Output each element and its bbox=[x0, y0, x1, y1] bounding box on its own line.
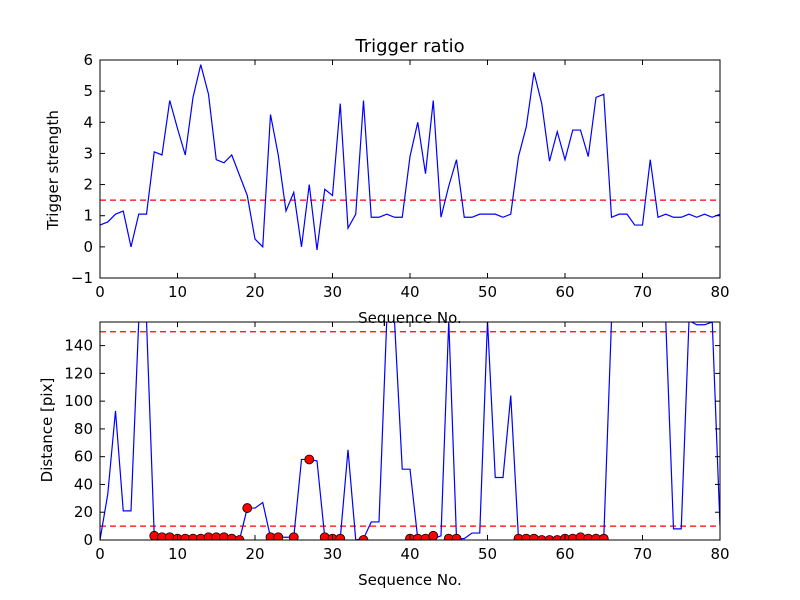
bottom-marker-point bbox=[304, 454, 315, 465]
bottom-y-tick-label: 40 bbox=[74, 475, 93, 493]
bottom-marker-point bbox=[288, 532, 299, 540]
bottom-x-tick-label: 30 bbox=[323, 545, 342, 563]
chart-title: Trigger ratio bbox=[354, 36, 464, 57]
bottom-y-tick-label: 20 bbox=[74, 503, 93, 521]
bottom-x-tick-label: 60 bbox=[555, 545, 574, 563]
top-y-tick-label: 2 bbox=[83, 176, 93, 194]
bottom-marker-point bbox=[273, 532, 284, 540]
bottom-marker-point bbox=[598, 533, 609, 540]
top-y-tick-label: 6 bbox=[83, 51, 93, 69]
top-y-tick-label: 5 bbox=[83, 82, 93, 100]
bottom-marker-point bbox=[544, 535, 555, 540]
top-y-tick-label: 1 bbox=[83, 207, 93, 225]
top-x-tick-label: 30 bbox=[323, 283, 342, 301]
bottom-y-tick-label: 80 bbox=[74, 420, 93, 438]
bottom-x-tick-label: 40 bbox=[400, 545, 419, 563]
top-y-tick-label: 4 bbox=[83, 113, 93, 131]
top-plot-area bbox=[100, 64, 720, 251]
bottom-y-tick-label: 100 bbox=[64, 392, 93, 410]
bottom-marker-point bbox=[234, 535, 245, 540]
top-y-tick-label: 0 bbox=[83, 238, 93, 256]
bottom-x-tick-label: 10 bbox=[168, 545, 187, 563]
bottom-marker-point bbox=[242, 503, 253, 513]
bottom-y-axis-label: Distance [pix] bbox=[38, 378, 56, 483]
trigger-ratio-chart: Trigger ratio Sequence No. Trigger stren… bbox=[44, 36, 730, 327]
bottom-x-tick-label: 50 bbox=[478, 545, 497, 563]
top-y-axis-label: Trigger strength bbox=[44, 110, 62, 231]
top-x-tick-label: 50 bbox=[478, 283, 497, 301]
top-series-line-0 bbox=[100, 64, 720, 251]
top-x-tick-label: 70 bbox=[633, 283, 652, 301]
bottom-marker-point bbox=[358, 535, 369, 540]
bottom-marker-point bbox=[335, 533, 346, 540]
bottom-y-tick-label: 120 bbox=[64, 364, 93, 382]
bottom-x-tick-label: 70 bbox=[633, 545, 652, 563]
bottom-marker-point bbox=[428, 530, 439, 540]
bottom-x-axis-label: Sequence No. bbox=[358, 571, 462, 589]
bottom-y-tick-label: 0 bbox=[83, 531, 93, 549]
top-y-tick-label: −1 bbox=[71, 269, 93, 287]
bottom-marker-point bbox=[552, 535, 563, 540]
bottom-y-tick-label: 140 bbox=[64, 337, 93, 355]
top-x-tick-label: 0 bbox=[95, 283, 105, 301]
distance-chart: Sequence No. Distance [pix] 0 10 20 30 40 50 6… bbox=[38, 321, 730, 589]
bottom-x-tick-label: 80 bbox=[710, 545, 729, 563]
bottom-x-tick-label: 0 bbox=[95, 545, 105, 563]
top-x-tick-label: 40 bbox=[400, 283, 419, 301]
top-x-tick-label: 20 bbox=[245, 283, 264, 301]
top-y-tick-label: 3 bbox=[83, 144, 93, 162]
top-x-tick-label: 10 bbox=[168, 283, 187, 301]
top-x-tick-label: 80 bbox=[710, 283, 729, 301]
bottom-y-tick-label: 60 bbox=[74, 448, 93, 466]
top-x-tick-label: 60 bbox=[555, 283, 574, 301]
bottom-marker-point bbox=[451, 533, 462, 540]
bottom-plot-area bbox=[100, 322, 720, 540]
bottom-marker-point bbox=[536, 535, 547, 540]
bottom-x-tick-label: 20 bbox=[245, 545, 264, 563]
